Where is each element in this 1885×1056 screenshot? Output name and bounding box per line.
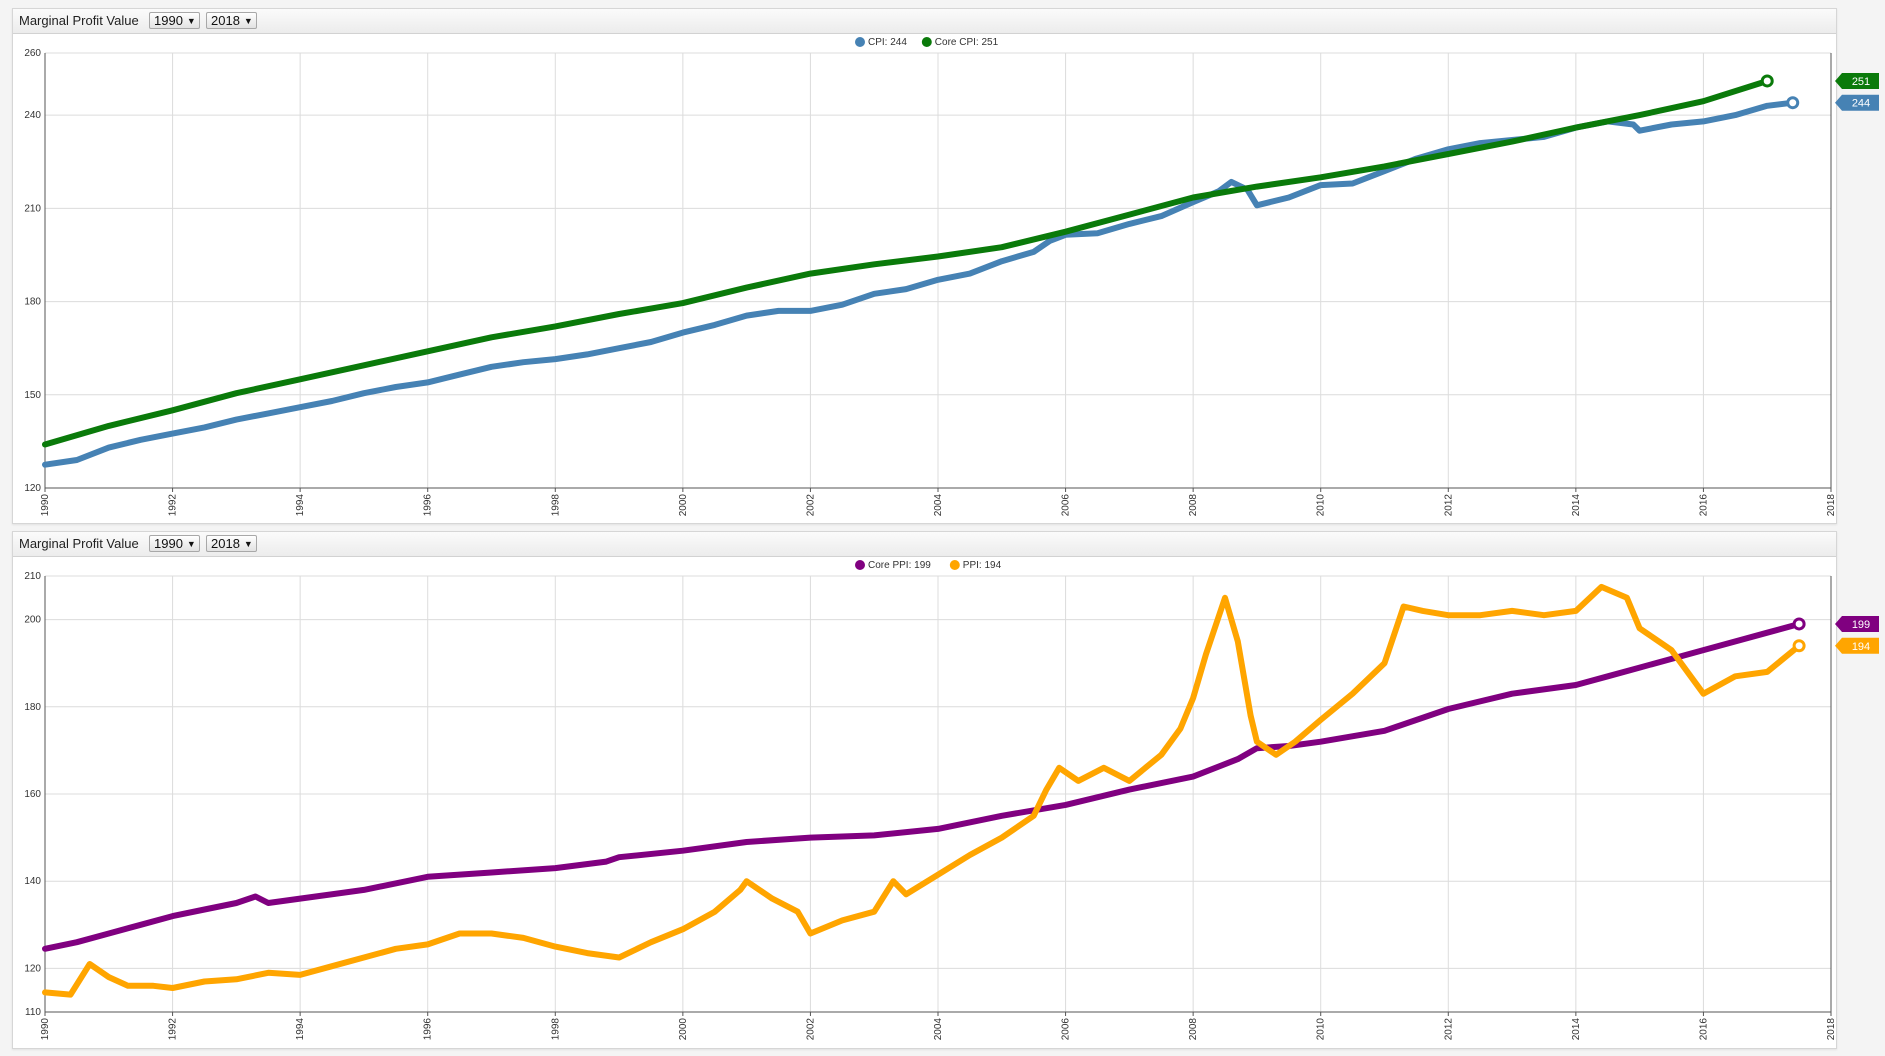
x-tick-label: 1998 — [550, 494, 561, 517]
y-tick-label: 240 — [24, 110, 41, 121]
x-tick-label: 1990 — [40, 494, 51, 517]
end-year-value: 2018 — [211, 536, 240, 551]
x-tick-label: 2008 — [1188, 1018, 1199, 1041]
value-flag-label: 194 — [1852, 641, 1870, 653]
x-tick-label: 2014 — [1571, 1018, 1582, 1041]
y-tick-label: 110 — [25, 1007, 41, 1018]
value-flag-label: 244 — [1852, 98, 1870, 110]
y-tick-label: 180 — [24, 297, 41, 308]
y-tick-label: 210 — [24, 571, 41, 582]
legend-marker — [921, 37, 932, 47]
x-tick-label: 2018 — [1826, 1018, 1837, 1041]
value-flag — [1835, 94, 1879, 111]
x-tick-label: 2010 — [1316, 1018, 1327, 1041]
start-year-select[interactable]: 1990 ▼ — [149, 12, 200, 29]
x-tick-label: 2002 — [805, 1018, 816, 1041]
value-flag-label: 251 — [1852, 76, 1870, 88]
x-tick-label: 2016 — [1698, 494, 1709, 517]
legend-marker — [855, 560, 865, 570]
start-year-select[interactable]: 1990 ▼ — [149, 535, 200, 552]
value-flag — [1835, 72, 1879, 89]
y-tick-label: 120 — [24, 483, 41, 494]
x-tick-label: 1996 — [423, 1018, 434, 1041]
series-end-marker — [1786, 96, 1800, 110]
widget-title: Marginal Profit Value — [19, 536, 139, 551]
x-tick-label: 2000 — [678, 494, 689, 517]
x-tick-label: 1994 — [295, 494, 306, 517]
widget-header: Marginal Profit Value 1990 ▼ 2018 ▼ — [13, 9, 1836, 34]
ppi-widget: Marginal Profit Value 1990 ▼ 2018 ▼ 110 120… — [12, 531, 1879, 1049]
legend-label: Core CPI: 251 — [935, 37, 999, 48]
x-tick-label: 2002 — [805, 494, 816, 517]
series-end-marker — [1760, 74, 1774, 88]
chevron-down-icon: ▼ — [243, 538, 253, 549]
legend-label: PPI: 194 — [963, 560, 1002, 571]
end-year-select[interactable]: 2018 ▼ — [206, 535, 257, 552]
x-tick-label: 2004 — [933, 494, 944, 517]
y-tick-label: 150 — [24, 390, 41, 401]
series-line — [42, 621, 1803, 952]
y-tick-label: 140 — [24, 876, 41, 887]
y-tick-label: 160 — [24, 789, 41, 800]
x-tick-label: 1994 — [295, 1018, 306, 1041]
series-end-marker — [1792, 617, 1806, 631]
x-tick-label: 1990 — [40, 1018, 51, 1041]
x-tick-label: 1996 — [423, 494, 434, 517]
widget-header: Marginal Profit Value 1990 ▼ 2018 ▼ — [13, 532, 1836, 557]
x-tick-label: 2000 — [678, 1018, 689, 1041]
y-tick-label: 120 — [24, 963, 41, 974]
widget-title: Marginal Profit Value — [19, 13, 139, 28]
end-year-value: 2018 — [211, 13, 240, 28]
x-tick-label: 1998 — [550, 1018, 561, 1041]
chevron-down-icon: ▼ — [186, 538, 196, 549]
y-tick-label: 180 — [24, 702, 41, 713]
x-tick-label: 2010 — [1316, 494, 1327, 517]
x-tick-label: 2014 — [1571, 494, 1582, 517]
legend-label: Core PPI: 199 — [868, 560, 931, 571]
y-tick-label: 200 — [24, 615, 41, 626]
start-year-value: 1990 — [154, 536, 183, 551]
y-tick-label: 260 — [24, 48, 41, 59]
legend-label: CPI: 244 — [868, 37, 907, 48]
cpi-widget: Marginal Profit Value 1990 ▼ 2018 ▼ 120 150… — [12, 8, 1879, 524]
legend-marker — [949, 560, 960, 570]
x-tick-label: 2008 — [1188, 494, 1199, 517]
x-tick-label: 2018 — [1826, 494, 1837, 517]
legend-marker — [855, 37, 865, 47]
x-tick-label: 2012 — [1443, 1018, 1454, 1041]
x-tick-label: 2006 — [1061, 494, 1072, 517]
value-flag — [1835, 615, 1879, 632]
x-tick-label: 1992 — [168, 494, 179, 517]
x-tick-label: 2016 — [1698, 1018, 1709, 1041]
end-year-select[interactable]: 2018 ▼ — [206, 12, 257, 29]
series-line — [42, 78, 1771, 448]
series-line — [42, 583, 1803, 998]
y-tick-label: 210 — [24, 203, 41, 214]
series-line — [42, 99, 1796, 468]
start-year-value: 1990 — [154, 13, 183, 28]
chevron-down-icon: ▼ — [186, 15, 196, 26]
cpi-line-chart: 120 150 180 210 240 260 1990 1992 1994 1996 1998 20… — [24, 37, 1879, 517]
value-flag — [1835, 637, 1879, 654]
chevron-down-icon: ▼ — [243, 15, 253, 26]
value-flag-label: 199 — [1852, 619, 1870, 631]
x-tick-label: 2004 — [933, 1018, 944, 1041]
x-tick-label: 2006 — [1061, 1018, 1072, 1041]
ppi-line-chart: 110 120 140 160 180 200 210 1990 1992 1994 1996 199… — [24, 560, 1879, 1041]
x-tick-label: 1992 — [168, 1018, 179, 1041]
x-tick-label: 2012 — [1443, 494, 1454, 517]
series-end-marker — [1792, 639, 1806, 653]
